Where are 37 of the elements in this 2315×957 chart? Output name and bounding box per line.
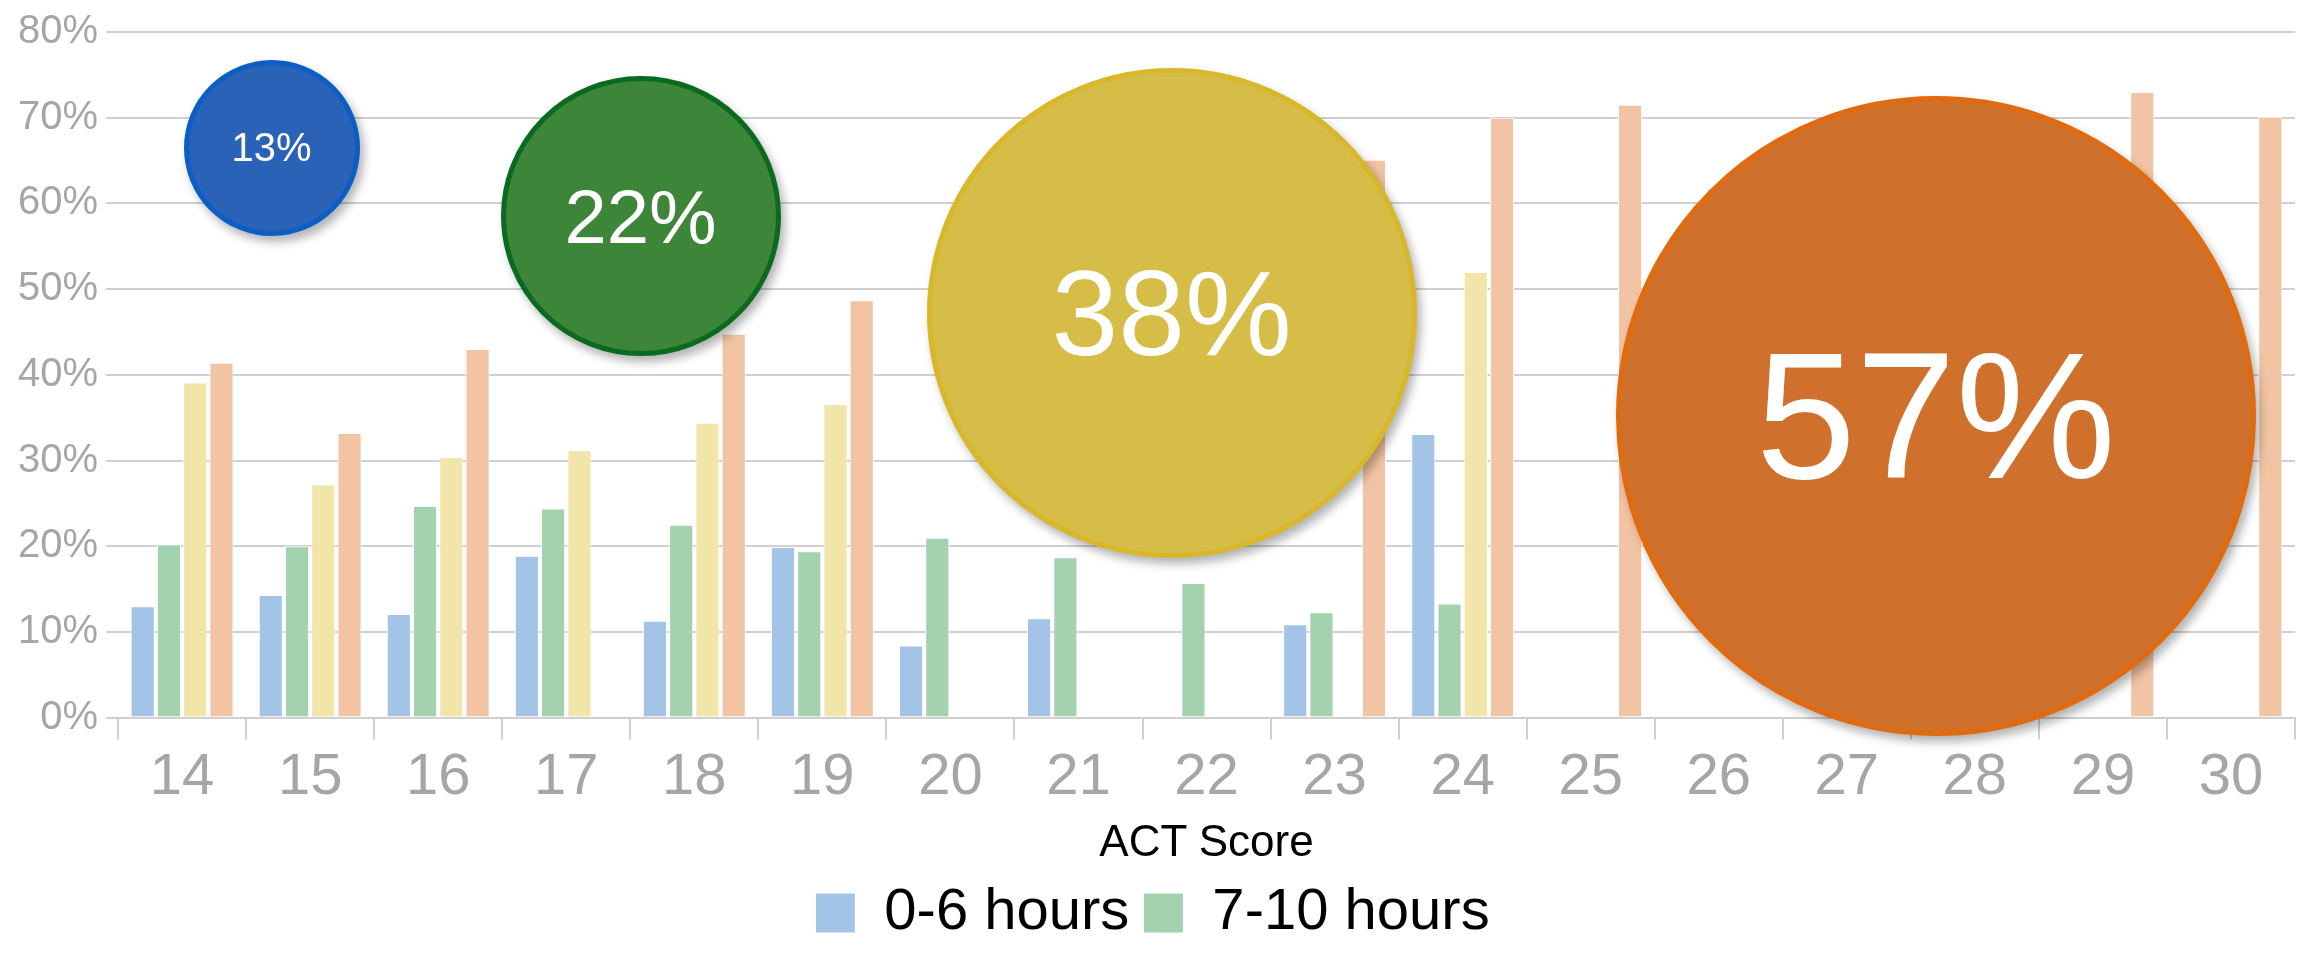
x-tick-label: 28: [1942, 741, 2008, 807]
x-tick-label: 30: [2198, 741, 2264, 807]
y-tick-label: 60%: [18, 178, 99, 223]
x-tick-label: 18: [662, 741, 727, 807]
y-tick-label: 20%: [18, 521, 99, 566]
x-tick-label: 16: [405, 741, 471, 807]
y-tick-label: 40%: [18, 349, 99, 394]
annotation: 38%: [1051, 245, 1292, 383]
circle-badge: 38%: [926, 68, 1417, 559]
x-tick-label: 21: [1046, 741, 1111, 807]
y-tick-label: 50%: [18, 264, 99, 309]
x-tick-label: 19: [790, 741, 855, 807]
x-tick-label: 22: [1174, 741, 1239, 807]
x-tick-label: 29: [2070, 741, 2136, 807]
x-tick-label: 27: [1814, 741, 1880, 807]
x-tick-label: 24: [1430, 741, 1495, 807]
annotation: 57%: [1755, 314, 2116, 519]
legend-label: 7-10 hours: [1212, 876, 1490, 941]
x-tick-label: 26: [1686, 741, 1752, 807]
x-tick-label: 20: [918, 741, 983, 807]
circle-badge: 13%: [183, 59, 360, 236]
x-tick-label: 25: [1558, 741, 1623, 807]
y-tick-label: 0%: [40, 692, 99, 737]
y-tick-label: 10%: [18, 606, 99, 651]
x-tick-label: 15: [277, 741, 343, 807]
x-tick-label: 23: [1302, 741, 1367, 807]
annotation: 13%: [231, 125, 312, 171]
legend-label: 0-6 hours: [884, 876, 1130, 941]
y-tick-label: 70%: [18, 92, 99, 137]
x-tick-label: 17: [533, 741, 599, 807]
y-tick-label: 80%: [18, 7, 99, 52]
y-tick-label: 30%: [18, 435, 99, 480]
circle-badge: 22%: [500, 76, 781, 357]
circle-badge: 57%: [1615, 95, 2256, 736]
annotation: 22%: [564, 172, 717, 260]
x-tick-label: 14: [149, 741, 215, 807]
x-axis-title: ACT Score: [1099, 815, 1314, 865]
